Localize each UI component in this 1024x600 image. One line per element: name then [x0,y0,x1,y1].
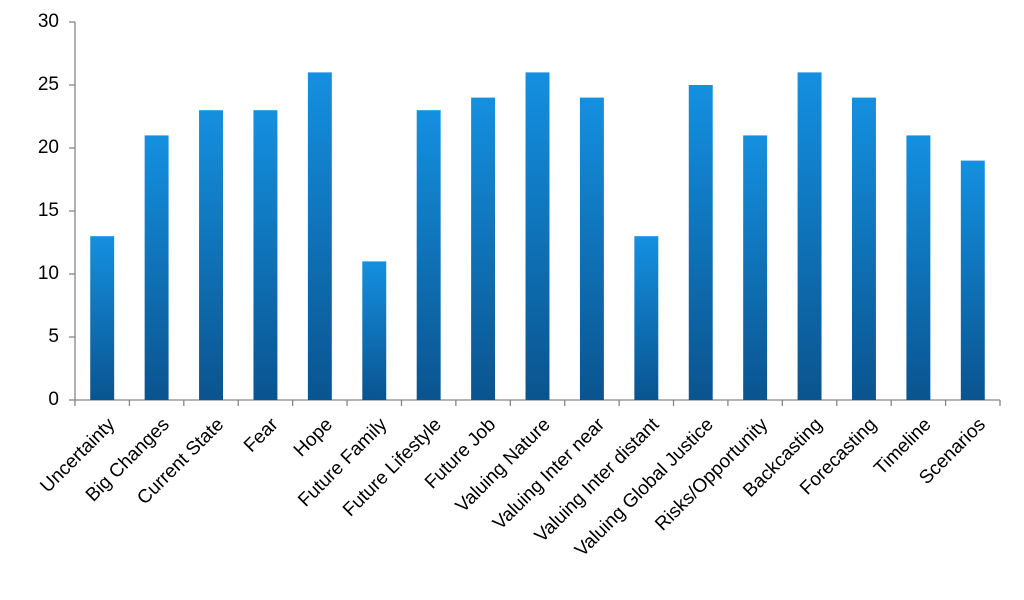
bar [362,261,387,400]
bar [743,135,768,400]
x-tick-label: Future Lifestyle [339,414,446,521]
bar [307,72,332,401]
bar [199,110,223,400]
bar [144,135,169,400]
x-tick-label: Fear [240,414,283,457]
y-tick-label: 0 [48,389,59,410]
bar [634,236,659,400]
y-tick-label: 5 [48,326,59,347]
bar [90,236,115,400]
y-tick-label: 10 [38,263,59,284]
y-tick-label: 30 [38,11,59,32]
bar [797,72,822,401]
bar [471,97,496,400]
y-tick-label: 20 [38,137,59,158]
bar [852,97,876,400]
y-tick-label: 25 [38,74,59,95]
x-tick-label: Valuing Nature [452,414,555,517]
bar [906,135,931,400]
bar [960,160,985,400]
bar [416,110,441,400]
x-tick-label: Hope [290,414,337,461]
bar [525,72,550,401]
bar [253,110,278,400]
bar [688,85,713,400]
bar [579,97,604,400]
y-tick-label: 15 [38,200,59,221]
